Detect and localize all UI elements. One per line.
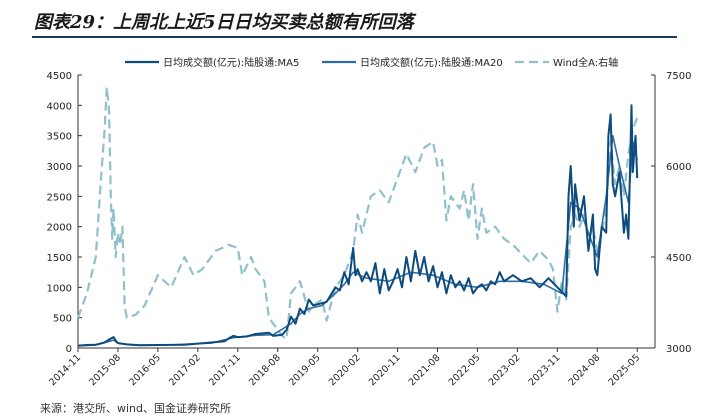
chart-title: 图表29：上周北上近5日日均买卖总额有所回落 [34,12,414,33]
x-tick-label: 2023-11 [527,352,563,388]
x-tick-label: 2020-02 [327,352,363,388]
left-tick-label: 2500 [47,192,72,203]
x-tick-label: 2016-05 [127,352,163,388]
x-tick-label: 2015-08 [87,352,123,388]
x-tick-label: 2021-08 [407,352,443,388]
chart-axes: 0 500 1000 1500 2000 2500 3000 3500 4000 4500 3000… [47,71,692,388]
left-tick-label: 0 [66,344,72,355]
title-underline [32,36,677,38]
series-layer [76,86,639,347]
x-tick-label: 2023-02 [487,352,523,388]
legend-label: 日均成交额(亿元):陆股通:MA5 [163,56,299,69]
x-tick-label: 2017-02 [167,352,203,388]
left-tick-label: 3500 [47,132,72,143]
left-tick-label: 4000 [47,101,72,112]
x-tick-label: 2020-11 [367,352,403,388]
left-tick-label: 4500 [47,71,72,82]
x-tick-label: 2025-05 [607,352,643,388]
series-line-ma20 [77,134,638,347]
right-tick-label: 3000 [666,344,691,355]
x-tick-label: 2018-08 [247,352,283,388]
legend-label: Wind全A:右轴 [553,56,618,69]
x-tick-label: 2014-11 [47,352,83,388]
series-line-ma5 [77,104,639,347]
source-note: 来源：港交所、wind、国金证券研究所 [40,402,232,415]
x-tick-label: 2019-05 [287,352,323,388]
series-line-wind-a [76,86,639,340]
left-tick-label: 2000 [47,223,72,234]
left-tick-label: 500 [53,314,72,325]
legend-label: 日均成交额(亿元):陆股通:MA20 [360,56,503,69]
right-tick-label: 4500 [666,253,691,264]
right-tick-label: 6000 [666,162,691,173]
legend: 日均成交额(亿元):陆股通:MA5 日均成交额(亿元):陆股通:MA20 Wind全… [125,56,618,69]
x-tick-label: 2024-08 [567,352,603,388]
left-tick-label: 1500 [47,253,72,264]
left-tick-label: 3000 [47,162,72,173]
x-tick-label: 2022-05 [447,352,483,388]
left-tick-label: 1000 [47,283,72,294]
right-tick-label: 7500 [666,71,691,82]
x-tick-label: 2017-11 [207,352,243,388]
